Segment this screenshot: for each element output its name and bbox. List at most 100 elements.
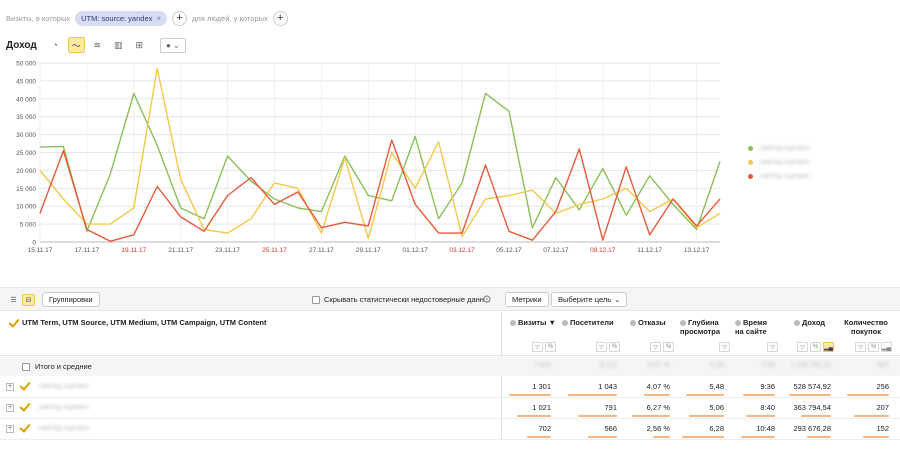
table-cell: 152 (862, 424, 889, 438)
line-chart-icon[interactable]: 〜 (67, 37, 85, 53)
y-tick-label: 25 000 (16, 150, 36, 157)
hide-unreliable-toggle[interactable]: Скрывать статистически недостоверные дан… (312, 295, 490, 304)
cell-value: 1 301 (532, 382, 551, 391)
comment-icon: ● (165, 40, 171, 50)
check-icon[interactable] (9, 318, 18, 327)
groupings-button[interactable]: Группировки (42, 292, 100, 307)
bar-chart-icon[interactable]: ▂▄ (881, 342, 892, 352)
bar-chart-icon[interactable]: ▂▄ (823, 342, 834, 352)
row-name[interactable]: «метод оценки» (38, 404, 90, 411)
x-tick-label: 01.12.17 (403, 247, 429, 254)
x-tick-label: 07.12.17 (543, 247, 569, 254)
add-user-condition-button[interactable]: + (272, 10, 288, 26)
table-toolbar: ☰ ⊟ Группировки Скрывать статистически н… (0, 287, 900, 311)
dimension-header[interactable]: UTM Term, UTM Source, UTM Medium, UTM Ca… (9, 318, 266, 327)
table-cell: 1 021 (516, 403, 551, 417)
x-tick-label: 27.11.17 (309, 247, 334, 254)
y-tick-label: 50 000 (16, 61, 36, 68)
table-cell: 528 574,92 (789, 382, 831, 396)
filter-icon[interactable]: ▽ (855, 342, 866, 352)
expand-icon[interactable]: + (6, 383, 14, 391)
map-chart-icon[interactable]: ⊞ (135, 39, 144, 50)
gear-icon[interactable]: ⚙ (482, 294, 492, 306)
add-visit-condition-button[interactable]: + (172, 10, 188, 26)
column-label: Количество покупок (844, 318, 888, 336)
filter-icon[interactable]: ▽ (650, 342, 661, 352)
percent-icon[interactable]: % (545, 342, 556, 352)
table-row[interactable]: + «метод оценки» 702 566 2,56 % 6,28 10:48 29… (0, 419, 900, 440)
legend-item[interactable]: «метод оценки» (748, 155, 811, 169)
goal-select[interactable]: Выберите цель ⌄ (551, 292, 628, 307)
row-name[interactable]: «метод оценки» (38, 383, 90, 390)
column-visitors[interactable]: Посетители ▽% (562, 312, 620, 356)
tree-view-icon[interactable]: ⊟ (22, 294, 35, 306)
column-label: Посетители (570, 318, 614, 327)
column-bounces[interactable]: Отказы ▽% (630, 312, 674, 356)
percent-icon[interactable]: % (663, 342, 674, 352)
table-cell: 6,28 (682, 424, 724, 438)
cell-bar (746, 415, 775, 417)
close-icon[interactable]: × (156, 13, 162, 23)
expand-icon[interactable]: + (6, 425, 14, 433)
table-row[interactable]: + «метод оценки» 1 021 791 6,27 % 5,06 8:40 3… (0, 398, 900, 419)
table-cell: 4,07 % (644, 382, 670, 396)
percent-icon[interactable]: % (609, 342, 620, 352)
filter-icon[interactable]: ▽ (797, 342, 808, 352)
column-depth[interactable]: Глубина просмотра ▽ (680, 312, 730, 356)
annotations-dropdown[interactable]: ● ⌄ (159, 37, 186, 53)
column-time-on-site[interactable]: Время на сайте ▽ (735, 312, 778, 356)
percent-icon[interactable]: % (810, 342, 821, 352)
cell-bar (740, 436, 775, 438)
cell-bar (685, 394, 724, 396)
pie-chart-icon[interactable]: ◔ (52, 40, 58, 50)
cell-bar (862, 436, 889, 438)
table-cell: 566 (588, 424, 617, 438)
column-purchases[interactable]: Количество покупок ▽% ▂▄ (840, 312, 892, 356)
y-tick-label: 5 000 (20, 222, 37, 229)
cell-bar (742, 394, 775, 396)
cell-bar (688, 415, 724, 417)
row-name[interactable]: «метод оценки» (38, 425, 90, 432)
percent-icon[interactable]: % (868, 342, 879, 352)
filter-icon[interactable]: ▽ (596, 342, 607, 352)
legend-dot (748, 145, 753, 151)
y-tick-label: 0 (32, 240, 36, 247)
area-chart-icon[interactable]: ≋ (93, 39, 102, 50)
x-tick-label: 09.12.17 (590, 247, 616, 254)
column-divider (501, 312, 502, 440)
legend-item[interactable]: «метод оценки» (748, 169, 811, 183)
metrics-button[interactable]: Метрики (505, 292, 549, 307)
x-tick-label: 13.12.17 (684, 247, 710, 254)
column-revenue[interactable]: Доход ▽% ▂▄ (786, 312, 834, 356)
check-icon[interactable] (20, 381, 29, 390)
totals-checkbox[interactable] (22, 362, 30, 371)
check-icon[interactable] (20, 402, 29, 411)
filter-icon[interactable]: ▽ (532, 342, 543, 352)
segment-chip[interactable]: UTM: source: yandex × (75, 10, 168, 26)
cell-value: 10:48 (756, 424, 775, 433)
cell-value: 8:40 (760, 403, 775, 412)
bar-chart-icon[interactable]: ▥ (113, 39, 123, 50)
hide-unreliable-checkbox[interactable] (312, 295, 320, 304)
check-icon[interactable] (20, 423, 29, 432)
list-view-icon[interactable]: ☰ (10, 297, 17, 304)
chevron-down-icon: ⌄ (614, 295, 621, 304)
column-label: Время на сайте (735, 318, 767, 336)
totals-row: Итого и средние 7 024 6 112 5,67 % 4,33 7:29… (0, 357, 900, 376)
legend-item[interactable]: «метод оценки» (748, 141, 811, 155)
table-row[interactable]: + «метод оценки» 1 301 1 043 4,07 % 5,48 9:3… (0, 377, 900, 398)
filter-icon[interactable]: ▽ (719, 342, 730, 352)
sort-desc-icon[interactable]: ▼ (548, 318, 556, 327)
x-tick-label: 17.11.17 (74, 247, 99, 254)
filter-icon[interactable]: ▽ (767, 342, 778, 352)
cell-value: 528 574,92 (793, 382, 831, 391)
cell-bar (526, 436, 551, 438)
cell-bar (588, 436, 617, 438)
cell-value: 293 676,28 (793, 424, 831, 433)
totals-cell: 907 (877, 362, 889, 369)
expand-icon[interactable]: + (6, 404, 14, 412)
info-dot-icon (630, 320, 636, 326)
column-visits[interactable]: Визиты ▼ ▽% (506, 312, 556, 356)
table-cell: 9:36 (742, 382, 775, 396)
table-cell: 6,27 % (632, 403, 670, 417)
